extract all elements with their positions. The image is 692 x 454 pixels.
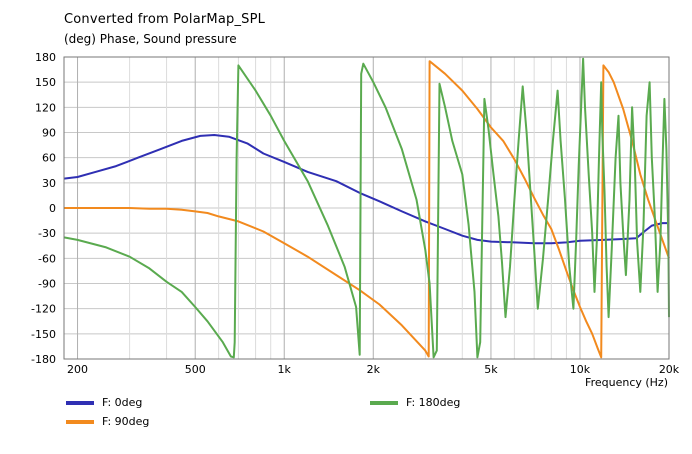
y-tick-label: 60 — [42, 152, 56, 165]
legend-item-180deg: F: 180deg — [370, 396, 460, 409]
legend-label-90deg: F: 90deg — [102, 415, 150, 428]
series-line-f-0deg — [63, 134, 669, 245]
x-axis-label: Frequency (Hz) — [585, 376, 668, 389]
x-tick-label: 10k — [570, 363, 591, 376]
chart-title: Converted from PolarMap_SPL — [64, 12, 266, 27]
x-tick-label: 5k — [484, 363, 498, 376]
legend-label-0deg: F: 0deg — [102, 396, 143, 409]
legend-item-0deg: F: 0deg — [66, 396, 142, 409]
legend-item-90deg: F: 90deg — [66, 415, 149, 428]
y-tick-label: 30 — [42, 177, 56, 190]
x-tick-label: 2k — [367, 363, 381, 376]
series-line-f-90deg — [64, 60, 670, 359]
y-tick-label: 150 — [35, 76, 56, 89]
legend-label-180deg: F: 180deg — [406, 396, 461, 409]
legend-swatch-90deg — [66, 419, 94, 424]
chart-subtitle: (deg) Phase, Sound pressure — [64, 32, 237, 46]
chart-grid — [64, 56, 670, 360]
y-tick-label: -180 — [31, 353, 56, 366]
y-tick-labels: 180 150 120 90 60 30 0 -30 -60 -90 -120 -150 -180 — [31, 51, 56, 366]
y-tick-label: -90 — [38, 278, 56, 291]
x-tick-label: 1k — [278, 363, 292, 376]
y-tick-label: 120 — [35, 101, 56, 114]
legend-swatch-180deg — [370, 400, 398, 405]
x-tick-label: 200 — [67, 363, 88, 376]
y-tick-label: -120 — [31, 303, 56, 316]
y-tick-label: -150 — [31, 328, 56, 341]
y-tick-label: 90 — [42, 127, 56, 140]
plot-frame — [63, 56, 670, 360]
y-tick-label: 180 — [35, 51, 56, 64]
legend-swatch-0deg — [66, 400, 94, 405]
y-tick-label: -60 — [38, 252, 56, 265]
y-tick-label: -30 — [38, 227, 56, 240]
x-tick-labels: 200 500 1k 2k 5k 10k 20k — [67, 363, 680, 376]
series-line-f-180deg — [63, 57, 670, 359]
y-tick-label: 0 — [49, 202, 56, 215]
x-tick-label: 20k — [659, 363, 680, 376]
chart-series — [63, 57, 670, 359]
x-tick-label: 500 — [185, 363, 206, 376]
